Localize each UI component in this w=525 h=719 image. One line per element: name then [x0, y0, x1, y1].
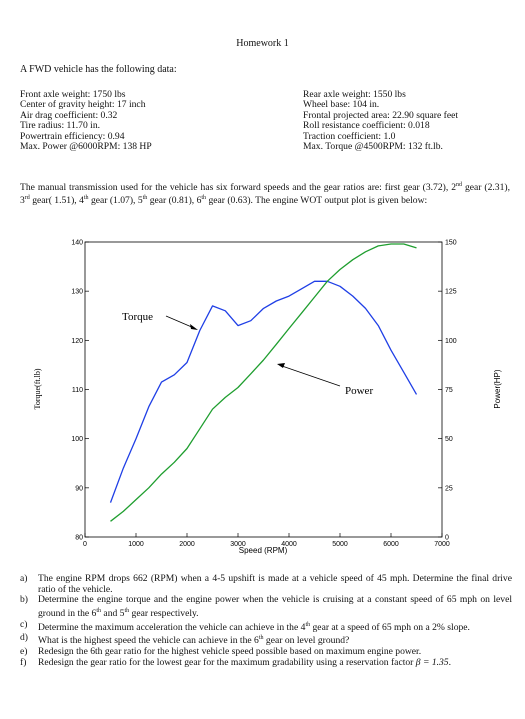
- spec-wheelbase: Wheel base: 104 in.: [303, 99, 380, 111]
- spec-rear-axle: Rear axle weight: 1550 lbs: [303, 89, 406, 100]
- x-tick-label: 7000: [434, 541, 450, 548]
- x-tick-label: 4000: [281, 541, 297, 548]
- spec-max-torque: Max. Torque @4500RPM: 132 ft.lb.: [303, 141, 443, 153]
- annotation-power: Power: [345, 385, 373, 397]
- spec-tire: Tire radius: 11.70 in.: [20, 120, 101, 132]
- transmission-paragraph: The manual transmission used for the veh…: [20, 182, 510, 207]
- spec-max-power: Max. Power @6000RPM: 138 HP: [20, 141, 152, 153]
- x-tick-label: 3000: [230, 541, 246, 548]
- y-left-tick-label: 120: [71, 338, 83, 345]
- annotation-power-arrow: [281, 365, 341, 387]
- x-tick-label: 0: [83, 541, 87, 548]
- y-right-axis-label: Power(HP): [493, 369, 502, 408]
- annotation-torque-arrowhead: [190, 324, 198, 330]
- torque-series-line: [109, 280, 418, 503]
- y-left-tick-label: 100: [71, 436, 83, 443]
- question-c: c) Determine the maximum acceleration the…: [20, 618, 470, 633]
- plot-frame: [84, 241, 443, 538]
- y-left-tick-label: 130: [71, 289, 83, 296]
- spec-front-axle: Front axle weight: 1750 lbs: [20, 89, 126, 100]
- questions-list: a) The engine RPM drops 662 (RPM) when a …: [20, 573, 512, 668]
- spec-frontal-area: Frontal projected area: 22.90 square fee…: [303, 109, 459, 121]
- question-e: e) Redesign the 6th gear ratio for the hi…: [20, 646, 422, 658]
- y-right-tick-label: 50: [445, 436, 453, 443]
- y-right-tick-label: 25: [445, 485, 453, 492]
- question-f: f) Redesign the gear ratio for the lowest…: [20, 656, 452, 668]
- y-left-axis-label: Torque(ft.lb): [33, 368, 42, 409]
- y-right-tick-label: 100: [445, 338, 457, 345]
- engine-wot-chart: 0 1000 2000 3000 4000 5000 6000 700080901001101…: [33, 240, 502, 556]
- y-left-tick-label: 140: [71, 240, 83, 247]
- y-left-tick-label: 110: [72, 387, 83, 394]
- y-right-tick-label: 125: [445, 289, 457, 296]
- spec-efficiency: Powertrain efficiency: 0.94: [20, 130, 125, 142]
- annotation-power-arrowhead: [277, 363, 285, 368]
- spec-cg-height: Center of gravity height: 17 inch: [20, 99, 146, 111]
- specs-right: Rear axle weight: 1550 lbs Wheel base: 1…: [303, 89, 459, 153]
- intro-text: A FWD vehicle has the following data:: [20, 64, 177, 75]
- page-title: Homework 1: [236, 38, 289, 49]
- y-left-tick-label: 90: [75, 485, 83, 492]
- spec-drag: Air drag coefficient: 0.32: [20, 109, 118, 121]
- y-right-tick-label: 75: [445, 387, 453, 394]
- power-series-line: [110, 243, 417, 522]
- annotation-torque-arrow: [165, 315, 195, 329]
- question-d: d) What is the highest speed the vehicle …: [20, 632, 350, 647]
- question-b: b) Determine the engine torque and the en…: [20, 594, 512, 619]
- y-right-tick-label: 0: [445, 535, 449, 542]
- x-tick-label: 5000: [332, 541, 348, 548]
- question-a: a) The engine RPM drops 662 (RPM) when a …: [20, 573, 512, 595]
- y-right-tick-label: 150: [445, 240, 457, 247]
- y-left-tick-label: 80: [75, 535, 83, 542]
- x-tick-label: 1000: [128, 541, 144, 548]
- specs-left: Front axle weight: 1750 lbs Center of gr…: [20, 89, 152, 153]
- x-axis-label: Speed (RPM): [239, 546, 288, 555]
- x-tick-label: 2000: [179, 541, 195, 548]
- annotation-torque: Torque: [122, 311, 153, 323]
- spec-traction: Traction coefficient: 1.0: [303, 130, 396, 142]
- x-tick-label: 6000: [383, 541, 399, 548]
- spec-roll-resistance: Roll resistance coefficient: 0.018: [303, 120, 430, 132]
